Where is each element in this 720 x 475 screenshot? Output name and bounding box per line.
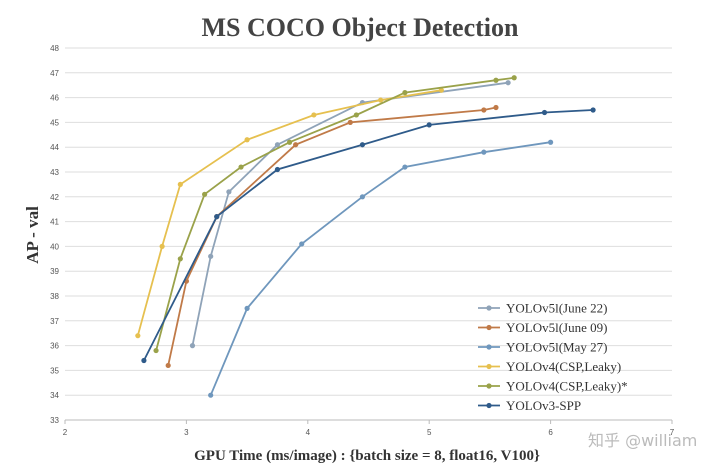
y-tick-label: 34 — [50, 391, 59, 400]
data-point — [189, 343, 196, 349]
x-tick-label: 3 — [184, 428, 189, 437]
data-point — [548, 139, 554, 145]
data-point — [402, 164, 408, 170]
data-point — [359, 194, 366, 200]
series-line-4 — [155, 76, 515, 351]
data-point — [402, 90, 408, 96]
y-axis-label: AP - val — [23, 206, 42, 264]
data-point — [311, 112, 317, 118]
legend-label: YOLOv5l(June 22) — [506, 301, 607, 316]
y-tick-label: 33 — [50, 416, 59, 425]
data-point — [177, 181, 183, 187]
data-point — [208, 392, 214, 398]
legend-label: YOLOv5l(June 09) — [506, 320, 607, 335]
data-point — [505, 80, 511, 86]
data-point — [274, 142, 281, 148]
data-point — [214, 214, 220, 220]
data-point — [493, 77, 499, 83]
data-point — [353, 112, 359, 118]
x-tick-label: 6 — [548, 428, 553, 437]
x-axis-ticks: 2 3 4 5 6 7 — [63, 419, 675, 437]
series-line-2 — [209, 141, 551, 396]
x-tick-label: 4 — [306, 428, 311, 437]
data-point — [541, 109, 548, 116]
data-point — [286, 139, 293, 145]
y-tick-label: 36 — [50, 342, 59, 351]
data-point — [274, 166, 281, 173]
data-point — [208, 253, 214, 259]
data-point — [202, 191, 208, 197]
y-tick-label: 35 — [50, 366, 59, 375]
y-tick-label: 42 — [50, 193, 59, 202]
legend-swatch-marker — [486, 402, 492, 409]
y-tick-label: 37 — [50, 317, 59, 326]
x-tick-label: 7 — [670, 428, 675, 437]
data-point — [177, 256, 183, 262]
data-point — [378, 97, 384, 103]
legend-swatch-marker — [486, 363, 492, 370]
data-point — [244, 305, 250, 311]
series-line-1 — [167, 106, 497, 366]
data-point — [299, 241, 305, 247]
y-tick-label: 39 — [50, 267, 59, 276]
data-point — [438, 87, 444, 93]
legend-swatch-marker — [486, 344, 492, 350]
x-tick-label: 5 — [427, 428, 432, 437]
data-point — [141, 357, 147, 364]
legend-label: YOLOv4(CSP,Leaky)* — [506, 379, 628, 394]
y-tick-label: 40 — [50, 242, 59, 251]
y-tick-label: 46 — [50, 94, 59, 103]
y-tick-label: 44 — [50, 143, 59, 152]
data-point — [238, 164, 244, 170]
chart-title: MS COCO Object Detection — [202, 13, 520, 42]
data-point — [481, 149, 487, 155]
data-point — [165, 362, 171, 369]
data-point — [135, 333, 141, 339]
data-point — [153, 347, 159, 354]
data-point — [226, 189, 232, 195]
x-axis-label: GPU Time (ms/image) : {batch size = 8, f… — [194, 448, 540, 464]
watermark-text: 知乎 @william — [588, 431, 697, 450]
data-point — [347, 119, 353, 125]
series-group — [135, 75, 596, 398]
y-tick-label: 45 — [50, 118, 59, 127]
y-tick-label: 48 — [50, 44, 59, 53]
data-point — [426, 122, 432, 128]
legend-label: YOLOv3-SPP — [506, 398, 581, 413]
y-axis-ticks: 33 34 35 36 37 38 39 40 41 42 43 44 45 46 47 48 — [50, 44, 59, 425]
data-point — [359, 142, 366, 148]
y-tick-label: 47 — [50, 69, 59, 78]
x-tick-label: 2 — [63, 428, 68, 437]
legend: YOLOv5l(June 22) YOLOv5l(June 09) YOLOv5l(… — [478, 301, 628, 413]
data-point — [481, 107, 487, 113]
data-point — [244, 137, 250, 143]
legend-swatch-marker — [486, 305, 492, 311]
legend-label: YOLOv4(CSP,Leaky) — [506, 359, 621, 374]
data-point — [511, 75, 517, 81]
y-tick-label: 38 — [50, 292, 59, 301]
data-point — [590, 107, 596, 113]
legend-swatch-marker — [486, 324, 492, 331]
data-point — [159, 243, 165, 249]
legend-label: YOLOv5l(May 27) — [506, 340, 607, 355]
data-point — [493, 104, 499, 111]
y-tick-label: 41 — [50, 218, 59, 227]
legend-swatch-marker — [486, 383, 492, 389]
y-tick-label: 43 — [50, 168, 59, 177]
data-point — [293, 142, 299, 148]
gridlines — [65, 47, 672, 421]
